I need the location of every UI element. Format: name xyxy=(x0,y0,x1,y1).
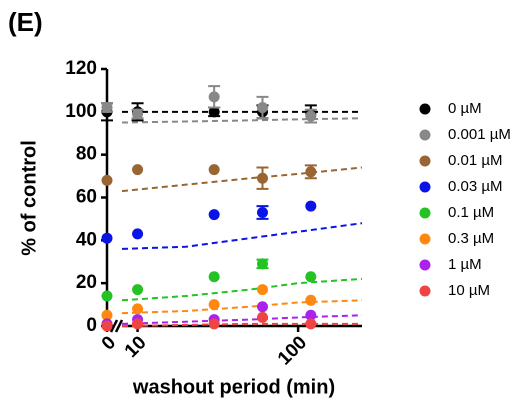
y-tick-label: 0 xyxy=(86,315,97,336)
y-tick-label: 120 xyxy=(65,58,97,79)
fit-line xyxy=(121,322,362,327)
legend-marker xyxy=(419,129,431,141)
y-tick-label: 100 xyxy=(65,101,97,122)
point xyxy=(208,164,220,176)
y-tick-label: 40 xyxy=(76,229,97,250)
point xyxy=(305,271,317,283)
y-tick-label: 80 xyxy=(76,144,97,165)
legend-marker xyxy=(419,155,431,167)
point xyxy=(208,106,220,118)
axis-break xyxy=(109,319,124,333)
point xyxy=(132,164,144,176)
point xyxy=(101,309,113,321)
y-axis-label: % of control xyxy=(18,140,40,256)
legend-label: 0.3 µM xyxy=(448,230,494,247)
point xyxy=(256,206,268,218)
point xyxy=(256,172,268,184)
point xyxy=(208,271,220,283)
point xyxy=(305,318,317,330)
point xyxy=(208,209,220,221)
point xyxy=(305,309,317,321)
x-tick-label: 10 xyxy=(121,332,151,362)
point xyxy=(256,301,268,313)
point xyxy=(101,174,113,186)
fit-line xyxy=(121,117,363,124)
point xyxy=(132,228,144,240)
legend-marker xyxy=(419,207,431,219)
legend-marker xyxy=(419,103,431,115)
legend-label: 0 µM xyxy=(448,100,482,117)
legend-marker xyxy=(419,259,431,271)
point xyxy=(132,108,144,120)
point xyxy=(132,284,144,296)
chart-title: (E) xyxy=(8,7,43,37)
point xyxy=(101,102,113,114)
point xyxy=(208,91,220,103)
point xyxy=(305,166,317,178)
legend-label: 0.03 µM xyxy=(448,178,503,195)
x-axis-label: washout period (min) xyxy=(132,376,335,398)
point xyxy=(256,311,268,323)
point xyxy=(305,200,317,212)
point xyxy=(101,232,113,244)
point xyxy=(101,320,113,332)
legend-label: 0.1 µM xyxy=(448,204,494,221)
legend-label: 10 µM xyxy=(448,282,490,299)
point xyxy=(132,318,144,330)
fit-line xyxy=(121,299,363,315)
legend-marker xyxy=(419,285,431,297)
point xyxy=(132,303,144,315)
legend-label: 0.01 µM xyxy=(448,152,503,169)
x-tick-label: 0 xyxy=(98,332,120,354)
fit-line xyxy=(121,166,363,193)
legend-label: 0.001 µM xyxy=(448,126,511,143)
y-tick-label: 20 xyxy=(76,272,97,293)
legend-marker xyxy=(419,181,431,193)
point xyxy=(305,294,317,306)
break-mark xyxy=(109,319,119,333)
break-mark xyxy=(114,319,124,333)
point xyxy=(256,284,268,296)
legend-marker xyxy=(419,233,431,245)
fit-line xyxy=(121,314,363,325)
point xyxy=(101,290,113,302)
legend-label: 1 µM xyxy=(448,256,482,273)
x-tick-label: 100 xyxy=(274,332,311,369)
point xyxy=(256,102,268,114)
fit-line xyxy=(121,277,363,302)
point xyxy=(208,299,220,311)
y-tick-label: 60 xyxy=(76,187,97,208)
point xyxy=(305,110,317,122)
point xyxy=(208,318,220,330)
fit-line xyxy=(121,222,363,250)
point xyxy=(256,258,268,270)
